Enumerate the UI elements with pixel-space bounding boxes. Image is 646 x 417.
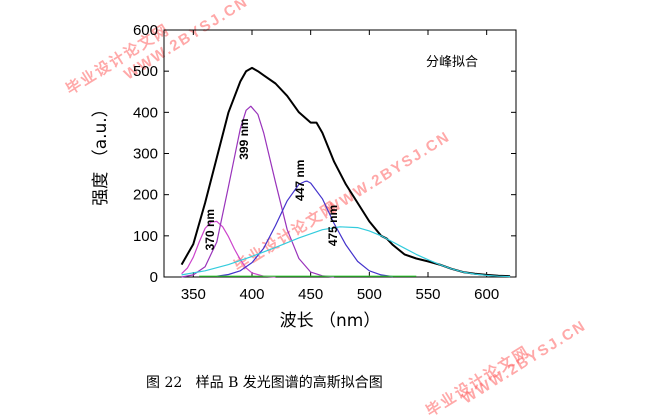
- y-tick-label: 600: [133, 22, 158, 39]
- peak-labels: 370 nm 399 nm 447 nm 475 nm: [203, 118, 340, 250]
- x-tick-label: 550: [415, 286, 440, 303]
- inset-label: 分峰拟合: [426, 55, 478, 70]
- y-tick-label: 100: [133, 228, 158, 245]
- watermark-text: 毕业设计论文网: [423, 342, 533, 417]
- y-tick-label: 300: [133, 146, 158, 163]
- figure-caption: 图 22 样品 B 发光图谱的高斯拟合图: [146, 375, 383, 391]
- watermark-text: WWW.2BYSJ.CN: [323, 128, 453, 218]
- peak-label: 447 nm: [293, 160, 307, 201]
- series-line-2: [181, 105, 335, 278]
- peak-label: 370 nm: [203, 209, 217, 250]
- series-layer: [180, 66, 511, 278]
- x-axis: 350 400 450 500 550 600: [181, 30, 499, 303]
- x-tick-label: 350: [181, 286, 206, 303]
- y-tick-label: 0: [150, 269, 158, 286]
- x-axis-title: 波长 （nm）: [280, 311, 381, 331]
- peak-label: 475 nm: [326, 205, 340, 246]
- x-tick-label: 500: [357, 286, 382, 303]
- y-axis: 0 100 200 300 400 500 600: [133, 22, 516, 286]
- x-tick-label: 450: [298, 286, 323, 303]
- series-line-1: [181, 220, 276, 278]
- series-line-3: [216, 180, 393, 278]
- y-tick-label: 200: [133, 187, 158, 204]
- x-tick-label: 600: [474, 286, 499, 303]
- x-tick-label: 400: [239, 286, 264, 303]
- y-tick-label: 500: [133, 63, 158, 80]
- peak-label: 399 nm: [237, 118, 251, 159]
- series-line-4: [181, 226, 511, 278]
- y-axis-title: 强度 （a.u.）: [91, 100, 111, 205]
- y-tick-label: 400: [133, 104, 158, 121]
- watermark-text: 毕业设计论文网: [231, 197, 341, 275]
